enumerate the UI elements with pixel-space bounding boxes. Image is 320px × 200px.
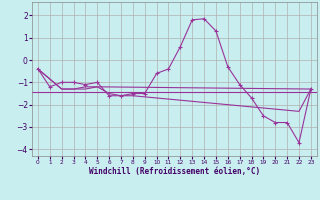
X-axis label: Windchill (Refroidissement éolien,°C): Windchill (Refroidissement éolien,°C) [89,167,260,176]
